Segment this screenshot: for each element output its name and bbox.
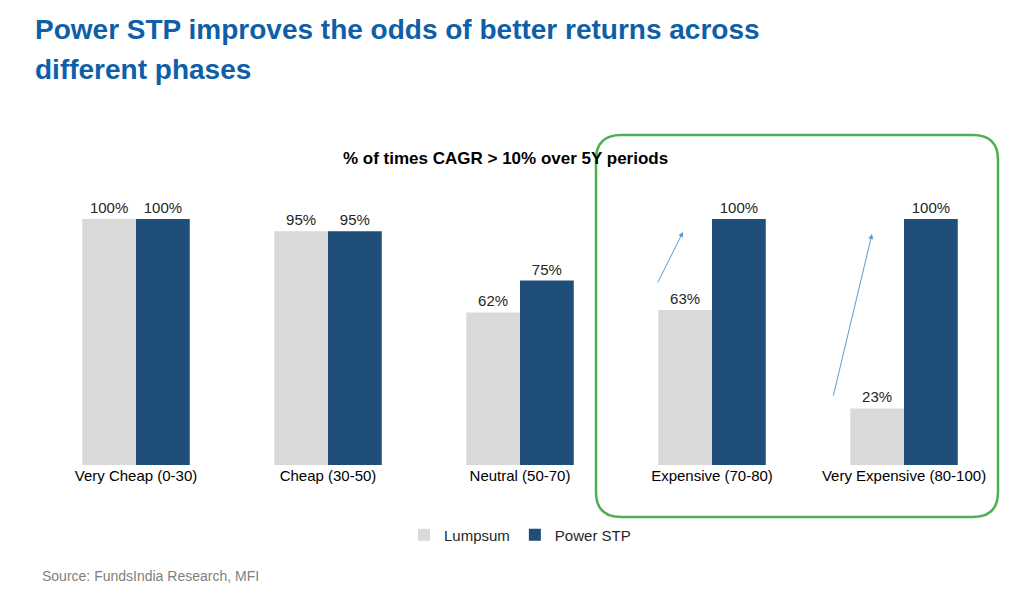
html-text:Power STP improves the odds of: Power STP improves the odds of better re… bbox=[35, 14, 760, 85]
svg-text:23%: 23% bbox=[862, 388, 892, 405]
svg-text:Very Cheap (0-30): Very Cheap (0-30) bbox=[75, 467, 198, 484]
svg-text:75%: 75% bbox=[532, 261, 562, 278]
svg-text:100%: 100% bbox=[144, 199, 182, 216]
svg-text:Neutral (50-70): Neutral (50-70) bbox=[470, 467, 571, 484]
svg-text:Expensive (70-80): Expensive (70-80) bbox=[651, 467, 773, 484]
svg-text:62%: 62% bbox=[478, 292, 508, 309]
svg-text:Lumpsum: Lumpsum bbox=[444, 527, 510, 544]
svg-text:95%: 95% bbox=[340, 211, 370, 228]
svg-text:Cheap (30-50): Cheap (30-50) bbox=[280, 467, 377, 484]
svg-text:100%: 100% bbox=[720, 199, 758, 216]
svg-text:95%: 95% bbox=[286, 211, 316, 228]
svg-text:63%: 63% bbox=[670, 290, 700, 307]
svg-text:100%: 100% bbox=[912, 199, 950, 216]
svg-text:Very Expensive (80-100): Very Expensive (80-100) bbox=[822, 467, 986, 484]
svg-text:100%: 100% bbox=[90, 199, 128, 216]
svg-text:% of times CAGR > 10% over 5Y: % of times CAGR > 10% over 5Y periods bbox=[343, 149, 668, 168]
svg-text:Source: FundsIndia Research, M: Source: FundsIndia Research, MFI bbox=[42, 568, 259, 584]
svg-text:Power STP: Power STP bbox=[555, 527, 631, 544]
